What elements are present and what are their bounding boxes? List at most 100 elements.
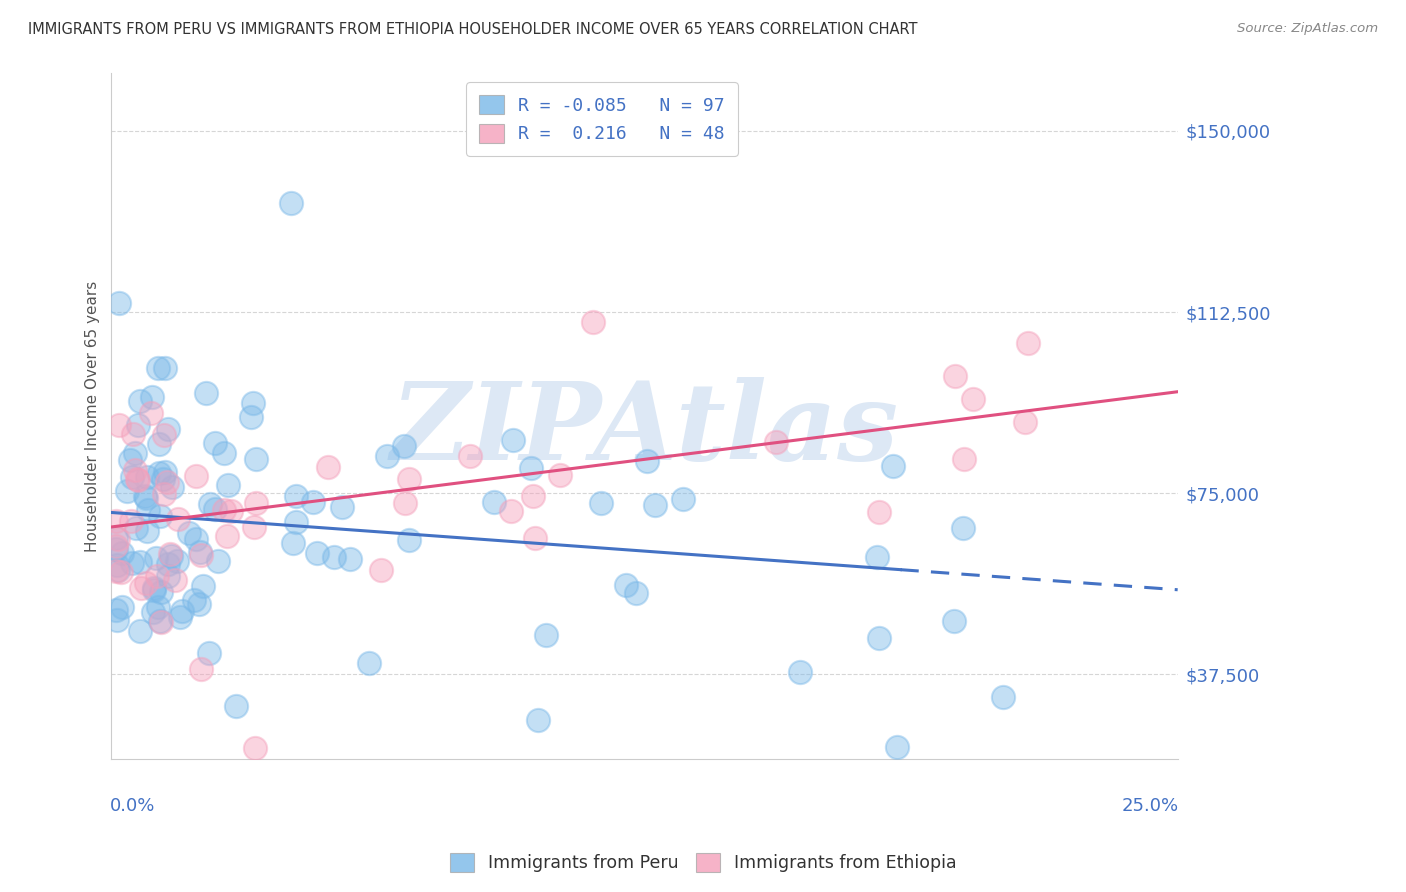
Point [128, 624, 150, 639]
Point [142, 605, 165, 619]
Legend: Immigrants from Peru, Immigrants from Ethiopia: Immigrants from Peru, Immigrants from Et… [443, 846, 963, 879]
Point [104, 539, 127, 553]
Legend: R = -0.085   N = 97, R =  0.216   N = 48: R = -0.085 N = 97, R = 0.216 N = 48 [465, 82, 738, 156]
Point [520, 460, 543, 475]
Point [111, 599, 134, 614]
Point [527, 713, 550, 727]
Point [394, 496, 416, 510]
Point [118, 453, 141, 467]
Point [136, 503, 159, 517]
Point [370, 564, 392, 578]
Point [136, 470, 159, 484]
Point [145, 550, 167, 565]
Point [124, 463, 146, 477]
Point [107, 533, 129, 547]
Point [198, 646, 221, 660]
Point [149, 615, 172, 629]
Point [882, 458, 904, 473]
Point [148, 466, 170, 480]
Point [191, 579, 214, 593]
Point [146, 361, 169, 376]
Point [765, 435, 787, 450]
Text: 25.0%: 25.0% [1122, 797, 1178, 814]
Point [548, 467, 571, 482]
Point [243, 740, 266, 755]
Point [105, 613, 128, 627]
Point [204, 435, 226, 450]
Point [153, 361, 176, 376]
Text: Source: ZipAtlas.com: Source: ZipAtlas.com [1237, 22, 1378, 36]
Point [672, 492, 695, 507]
Point [104, 514, 127, 528]
Point [157, 557, 180, 571]
Point [127, 474, 149, 488]
Point [323, 549, 346, 564]
Point [190, 662, 212, 676]
Point [104, 603, 127, 617]
Point [108, 418, 131, 433]
Point [242, 395, 264, 409]
Point [129, 581, 152, 595]
Point [886, 739, 908, 754]
Point [195, 386, 218, 401]
Point [127, 417, 149, 432]
Point [284, 515, 307, 529]
Point [207, 554, 229, 568]
Point [458, 449, 481, 463]
Point [159, 547, 181, 561]
Point [243, 520, 266, 534]
Point [135, 576, 157, 591]
Point [1017, 336, 1039, 351]
Point [146, 599, 169, 614]
Point [283, 536, 305, 550]
Point [148, 437, 170, 451]
Point [636, 454, 658, 468]
Point [523, 531, 546, 545]
Point [135, 491, 157, 505]
Point [868, 631, 890, 645]
Point [644, 498, 666, 512]
Point [398, 533, 420, 547]
Point [339, 552, 361, 566]
Point [184, 469, 207, 483]
Point [142, 581, 165, 595]
Point [124, 445, 146, 459]
Point [280, 196, 302, 211]
Point [962, 392, 984, 406]
Point [357, 657, 380, 671]
Point [190, 548, 212, 562]
Point [305, 546, 328, 560]
Point [240, 410, 263, 425]
Point [110, 565, 132, 579]
Point [991, 690, 1014, 704]
Point [217, 478, 239, 492]
Point [534, 628, 557, 642]
Point [245, 452, 267, 467]
Point [187, 597, 209, 611]
Point [135, 524, 157, 539]
Point [177, 526, 200, 541]
Point [952, 520, 974, 534]
Point [157, 422, 180, 436]
Point [159, 549, 181, 563]
Point [245, 496, 267, 510]
Point [169, 610, 191, 624]
Point [375, 449, 398, 463]
Point [212, 503, 235, 517]
Point [150, 584, 173, 599]
Point [156, 475, 179, 490]
Point [221, 504, 243, 518]
Point [167, 512, 190, 526]
Point [204, 502, 226, 516]
Point [120, 514, 142, 528]
Point [1014, 415, 1036, 429]
Text: ZIPAtlas: ZIPAtlas [391, 376, 898, 483]
Point [624, 586, 647, 600]
Point [398, 472, 420, 486]
Point [302, 495, 325, 509]
Point [183, 593, 205, 607]
Point [198, 497, 221, 511]
Point [166, 554, 188, 568]
Point [330, 500, 353, 514]
Text: 0.0%: 0.0% [110, 797, 156, 814]
